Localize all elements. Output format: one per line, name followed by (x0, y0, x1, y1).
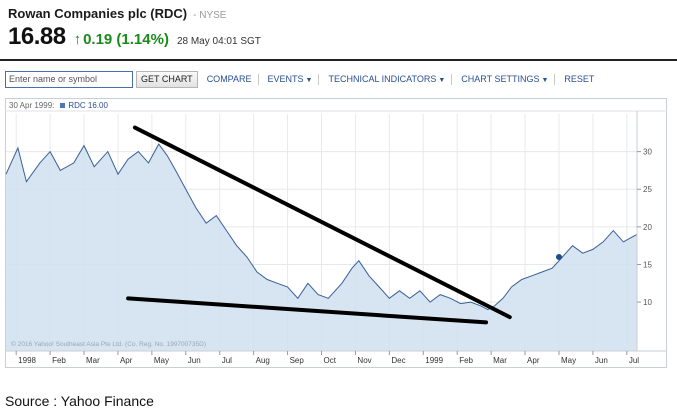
x-tick-label: Oct (324, 356, 337, 365)
header-divider (0, 59, 677, 61)
hover-marker (555, 253, 562, 260)
chart-copyright: © 2016 Yahoo! Southeast Asia Pte Ltd. (C… (11, 341, 206, 348)
chart-canvas[interactable]: 10 15 20 25 30 1998 Feb Mar Apr May Jun Jul Aug Sep Oc… (5, 98, 667, 368)
legend-swatch (60, 103, 66, 108)
up-arrow-icon: ↑ (73, 31, 82, 48)
chart-settings-menu[interactable]: CHART SETTINGS ▼ (461, 74, 548, 84)
x-tick-label: Jun (188, 356, 201, 365)
chart-settings-label: CHART SETTINGS (461, 74, 540, 84)
chart-toolbar: GET CHART COMPARE EVENTS▼ TECHNICAL INDI… (5, 70, 594, 88)
toolbar-separator (451, 73, 453, 85)
price-line (5, 143, 638, 311)
x-tick-label: Sep (290, 356, 305, 365)
events-label: EVENTS (267, 74, 304, 84)
technical-indicators-label: TECHNICAL INDICATORS (328, 74, 437, 84)
compare-link[interactable]: COMPARE (206, 74, 252, 84)
x-tick-label: Mar (493, 356, 507, 365)
toolbar-separator (257, 73, 259, 85)
caret-down-icon: ▼ (305, 77, 313, 84)
y-tick-label: 15 (643, 260, 652, 269)
x-tick-label: Aug (256, 356, 270, 365)
events-menu[interactable]: EVENTS ▼ (268, 74, 313, 84)
x-tick-label: Nov (357, 356, 371, 365)
x-tick-label: Apr (527, 356, 540, 365)
price-chart[interactable]: 30 Apr 1999: RDC 16.00 10 15 20 25 30 1998 Feb… (5, 98, 667, 368)
caret-down-icon: ▼ (541, 77, 549, 84)
x-tick-label: Feb (459, 356, 473, 365)
caret-down-icon: ▼ (438, 77, 446, 84)
toolbar-separator (318, 73, 320, 85)
x-tick-label: May (561, 356, 576, 365)
chart-legend: 30 Apr 1999: RDC 16.00 (9, 101, 108, 110)
y-tick-label: 25 (643, 185, 652, 194)
x-tick-label: Mar (86, 356, 100, 365)
x-tick-label: 1998 (18, 356, 36, 365)
y-tick-label: 20 (643, 223, 652, 232)
x-tick-label: Feb (52, 356, 66, 365)
legend-series: RDC 16.00 (68, 101, 108, 110)
reset-link[interactable]: RESET (564, 74, 595, 84)
x-tick-label: Jul (629, 356, 639, 365)
x-tick-label: Apr (120, 356, 133, 365)
legend-date: 30 Apr 1999: (9, 101, 55, 110)
exchange-label: - NYSE (193, 10, 227, 21)
trendline (126, 296, 489, 325)
company-name: Rowan Companies plc (RDC) (8, 6, 188, 21)
quote-timestamp: 28 May 04:01 SGT (176, 36, 261, 47)
last-price: 16.88 (8, 23, 66, 50)
source-caption: Source : Yahoo Finance (5, 393, 154, 409)
y-tick-label: 30 (643, 148, 652, 157)
price-change: 0.19 (1.14%) (83, 31, 169, 48)
symbol-search-input[interactable] (5, 70, 133, 88)
x-tick-label: Jun (595, 356, 608, 365)
quote-header: Rowan Companies plc (RDC) - NYSE 16.88 ↑… (8, 6, 668, 51)
x-tick-label: Dec (391, 356, 405, 365)
trendline (132, 125, 512, 320)
toolbar-separator (554, 73, 556, 85)
get-chart-button[interactable]: GET CHART (136, 70, 198, 88)
x-tick-label: 1999 (425, 356, 443, 365)
x-tick-label: Jul (222, 356, 232, 365)
y-tick-label: 10 (643, 298, 652, 307)
technical-indicators-menu[interactable]: TECHNICAL INDICATORS ▼ (328, 74, 445, 84)
x-tick-label: May (154, 356, 169, 365)
